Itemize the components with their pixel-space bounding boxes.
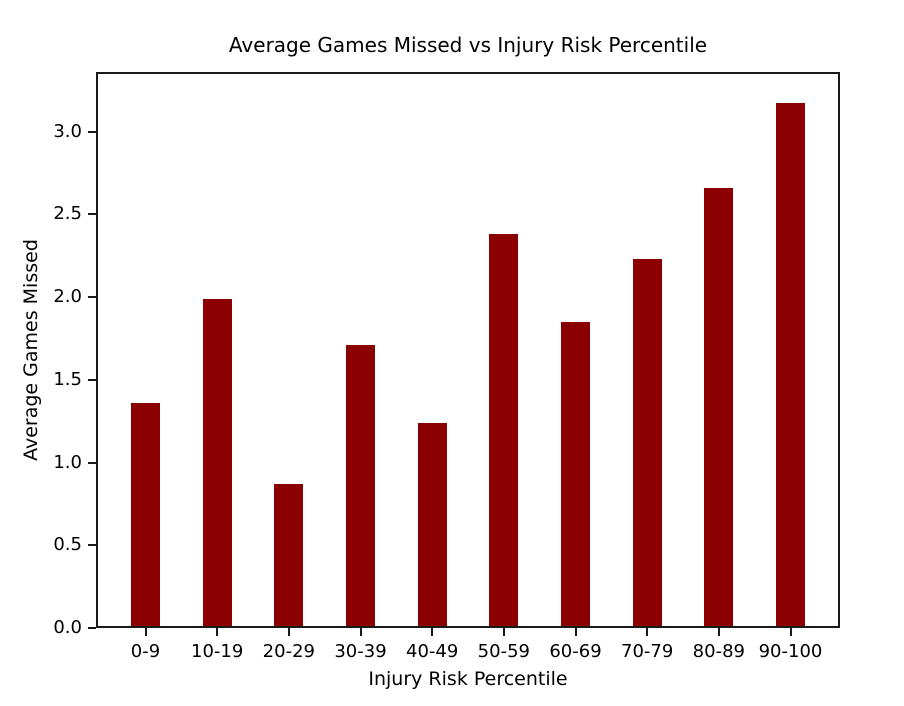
x-tick-mark (359, 628, 362, 636)
y-tick-label: 0.5 (53, 534, 82, 556)
x-tick-mark (789, 628, 792, 636)
x-tick-mark (717, 628, 720, 636)
bar-30-39 (346, 345, 375, 628)
bar-20-29 (274, 484, 304, 628)
y-tick-mark (88, 544, 96, 547)
y-tick-label: 2.5 (53, 203, 82, 225)
y-tick-label: 3.0 (53, 120, 82, 142)
y-tick-label: 2.0 (53, 286, 82, 308)
bar-50-59 (489, 234, 519, 628)
x-tick-mark (144, 628, 147, 636)
x-tick-label: 80-89 (692, 641, 745, 662)
x-tick-label: 40-49 (406, 641, 459, 662)
x-tick-label: 30-39 (334, 641, 387, 662)
x-tick-mark (216, 628, 219, 636)
y-tick-label: 0.0 (53, 617, 82, 638)
x-axis-label: Injury Risk Percentile (368, 668, 568, 690)
x-tick-label: 60-69 (549, 641, 602, 662)
x-tick-label: 70-79 (621, 641, 674, 662)
y-tick-mark (88, 627, 96, 629)
bar-70-79 (632, 259, 662, 628)
x-tick-mark (646, 628, 649, 636)
y-tick-mark (88, 130, 96, 133)
x-tick-label: 20-29 (262, 641, 315, 662)
x-tick-mark (502, 628, 505, 636)
bar-0-9 (131, 402, 160, 628)
bar-90-100 (776, 103, 805, 628)
x-tick-label: 10-19 (191, 641, 244, 662)
y-tick-label: 1.0 (53, 451, 82, 473)
x-tick-mark (574, 628, 577, 636)
plot-area (96, 72, 840, 628)
bar-10-19 (202, 298, 232, 628)
bar-60-69 (561, 321, 590, 628)
x-tick-label: 50-59 (477, 641, 530, 662)
bar-80-89 (704, 187, 734, 628)
x-tick-label: 0-9 (130, 641, 161, 662)
x-tick-mark (431, 628, 434, 636)
y-tick-label: 1.5 (53, 368, 82, 390)
y-tick-mark (88, 461, 96, 464)
bar-40-49 (417, 422, 447, 628)
y-tick-mark (88, 296, 96, 299)
y-tick-mark (88, 213, 96, 216)
x-tick-mark (287, 628, 290, 636)
chart-title: Average Games Missed vs Injury Risk Perc… (228, 33, 708, 57)
y-axis-label-text: Average Games Missed (20, 239, 42, 461)
y-tick-mark (88, 378, 96, 381)
x-tick-label: 90-100 (758, 641, 823, 662)
